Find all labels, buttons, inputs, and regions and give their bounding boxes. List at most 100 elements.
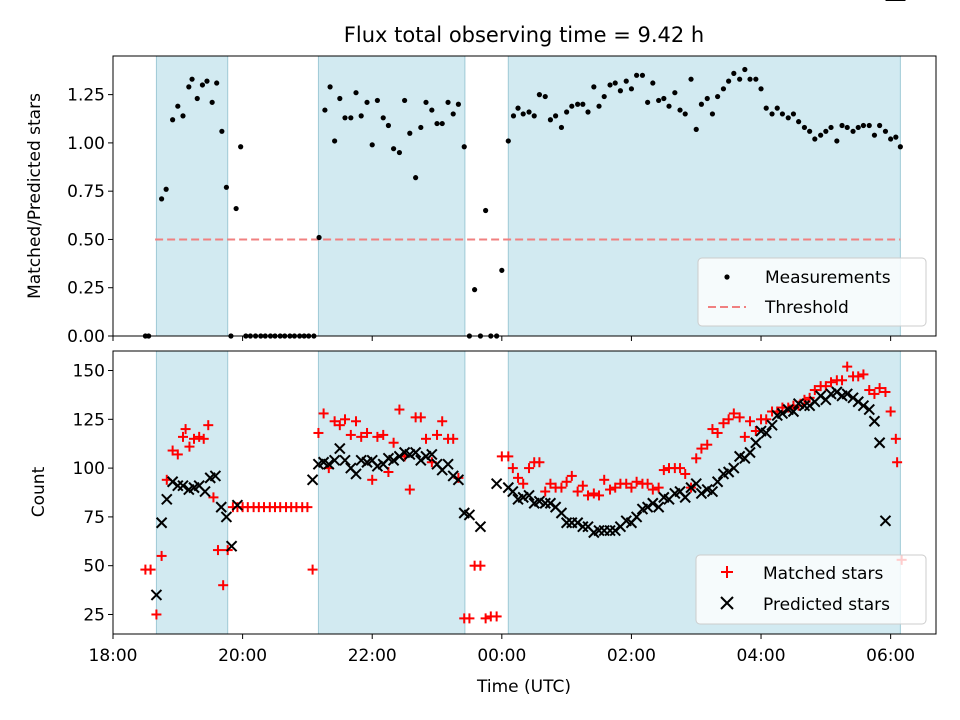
predicted-star-stroke	[728, 462, 740, 474]
predicted-star-stroke	[155, 517, 168, 529]
matched-star-point	[880, 386, 891, 397]
measurement-point	[380, 115, 386, 121]
measurement-point	[844, 124, 850, 131]
matched-star-point	[518, 478, 529, 489]
predicted-star-stroke	[199, 485, 211, 498]
predicted-star-stroke	[857, 399, 870, 412]
predicted-star-stroke	[220, 511, 233, 523]
bottom-window-1	[317, 350, 466, 635]
measurement-point	[439, 120, 445, 127]
matched-star-point	[842, 361, 853, 372]
matched-star-point	[448, 433, 459, 444]
predicted-star-point	[798, 399, 811, 412]
measurement-point	[758, 86, 764, 92]
measurement-point	[790, 111, 797, 117]
predicted-star-stroke	[733, 450, 746, 463]
measurement-point	[747, 76, 753, 82]
predicted-star-stroke	[792, 397, 805, 410]
predicted-star-stroke	[398, 446, 411, 459]
predicted-star-stroke	[782, 403, 794, 416]
measurement-point	[163, 186, 169, 192]
predicted-star-stroke	[630, 511, 643, 523]
measurement-point	[374, 97, 380, 104]
x-tick-label: 00:00	[477, 646, 526, 666]
matched-star-point	[318, 408, 329, 419]
measurement-point	[194, 95, 200, 102]
matched-star-point	[577, 480, 588, 491]
predicted-star-stroke	[755, 425, 767, 437]
predicted-star-stroke	[463, 509, 476, 521]
measurement-point	[634, 72, 640, 78]
matched-star-point	[826, 377, 837, 388]
measurement-point	[483, 207, 489, 214]
top-legend-box	[697, 257, 927, 327]
matched-star-point	[658, 465, 669, 476]
predicted-star-stroke	[317, 456, 330, 468]
top-y-tick-label: 0.00	[67, 327, 105, 347]
predicted-star-point	[490, 478, 503, 490]
measurement-point	[585, 109, 591, 115]
measurement-point	[520, 111, 526, 117]
predicted-star-point	[177, 479, 189, 492]
predicted-star-stroke	[507, 485, 519, 498]
predicted-star-point	[706, 485, 719, 498]
predicted-star-stroke	[533, 495, 546, 507]
measurement-point	[575, 101, 581, 107]
measurement-point	[385, 122, 392, 129]
matched-star-point	[180, 424, 191, 435]
predicted-star-point	[787, 405, 800, 418]
predicted-star-stroke	[674, 485, 686, 498]
predicted-star-stroke	[863, 403, 875, 416]
matched-star-point	[561, 476, 572, 487]
matched-star-point	[212, 545, 223, 556]
predicted-star-stroke	[387, 454, 400, 467]
measurement-point	[796, 119, 802, 125]
predicted-star-stroke	[323, 458, 335, 470]
predicted-star-point	[209, 470, 222, 482]
matched-star-point	[420, 433, 431, 444]
matched-star-point	[594, 490, 605, 501]
matched-star-point	[874, 383, 885, 394]
top-y-axis-label: Matched/Predicted stars	[25, 93, 45, 299]
measurement-point	[472, 287, 478, 293]
matched-stars-series	[140, 0, 907, 624]
measurement-point	[666, 103, 672, 109]
predicted-star-stroke	[620, 515, 632, 527]
predicted-star-point	[328, 454, 341, 467]
matched-star-point	[156, 550, 167, 561]
top-y-tick-label: 1.00	[67, 134, 105, 154]
matched-star-point	[809, 385, 820, 396]
measurement-point	[209, 99, 215, 105]
measurement-point	[753, 76, 759, 82]
matched-star-point	[203, 420, 214, 431]
predicted-star-point	[463, 509, 476, 521]
matched-star-point	[167, 445, 178, 456]
matched-star-point	[394, 404, 405, 415]
matched-star-point	[345, 429, 356, 440]
matched-star-point	[503, 451, 514, 462]
matched-star-point	[599, 474, 610, 485]
predicted-star-stroke	[798, 399, 811, 412]
measurement-point	[688, 76, 694, 82]
matched-star-point	[524, 463, 535, 474]
measurement-point	[612, 80, 618, 86]
bottom-y-ticks: 25 50 75 100 125 150	[73, 362, 113, 625]
measurement-point	[893, 134, 899, 140]
bottom-y-tick-label: 25	[83, 605, 105, 625]
legend-matched-stars: Matched stars	[763, 564, 883, 584]
predicted-star-point	[863, 403, 875, 416]
predicted-star-point	[744, 446, 756, 459]
predicted-star-stroke	[452, 474, 465, 486]
measurement-point	[510, 113, 517, 119]
measurement-point	[434, 120, 440, 127]
predicted-star-stroke	[750, 437, 762, 449]
predicted-star-stroke	[879, 515, 892, 527]
bottom-y-axis-label: Count	[29, 466, 49, 517]
measurement-point	[238, 144, 244, 150]
measurement-point	[672, 90, 678, 96]
predicted-star-stroke	[577, 520, 589, 533]
measurement-point	[661, 95, 667, 102]
predicted-star-point	[560, 517, 573, 529]
matched-star-point	[145, 564, 156, 575]
predicted-star-stroke	[549, 501, 562, 513]
